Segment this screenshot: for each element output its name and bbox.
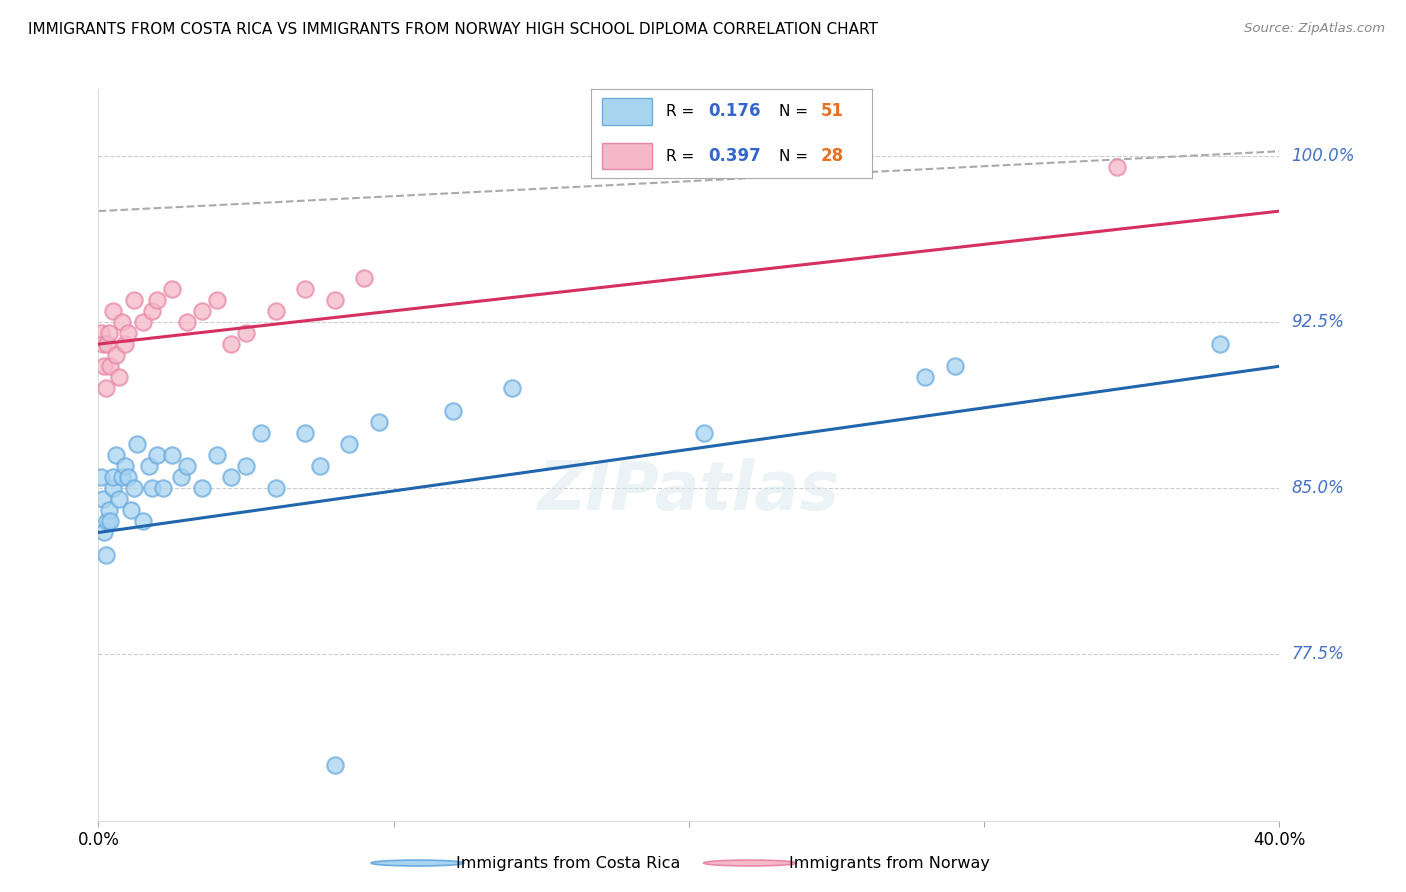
Point [96,337,118,351]
Point [132,515,155,529]
Circle shape [704,860,797,866]
Point [93,359,115,374]
Point [943,359,966,374]
Point [146,448,169,462]
Point [91,492,114,507]
Point [162,282,183,296]
Point [353,270,375,285]
Text: Source: ZipAtlas.com: Source: ZipAtlas.com [1244,22,1385,36]
Point [235,458,257,473]
Point [219,470,243,484]
Point [90,470,112,484]
Point [219,337,243,351]
Point [125,437,148,451]
Point [141,303,163,318]
Text: R =: R = [666,104,700,119]
Point [309,458,332,473]
Point [323,293,346,307]
Point [132,315,155,329]
Point [90,326,112,340]
Point [152,481,174,495]
Point [98,515,121,529]
Point [94,548,117,562]
Point [105,448,128,462]
Point [114,337,136,351]
Text: 77.5%: 77.5% [1291,646,1344,664]
Point [1209,337,1232,351]
Bar [602,143,652,169]
Point [176,315,198,329]
Point [117,470,139,484]
Point [441,403,464,417]
Point [914,370,936,384]
Text: R =: R = [666,149,700,163]
Point [191,303,214,318]
Point [146,293,169,307]
Text: 0.176: 0.176 [709,103,761,120]
Point [91,337,114,351]
Point [105,348,128,362]
Point [103,303,125,318]
Point [205,293,228,307]
Point [108,492,131,507]
Point [120,503,142,517]
Point [122,293,145,307]
Circle shape [371,860,464,866]
Point [111,315,134,329]
Text: 85.0%: 85.0% [1291,479,1344,497]
Point [501,381,523,395]
Point [103,481,125,495]
Point [96,515,118,529]
Point [323,758,346,772]
Text: Immigrants from Costa Rica: Immigrants from Costa Rica [457,855,681,871]
Point [122,481,145,495]
Text: N =: N = [779,149,813,163]
Point [108,370,131,384]
Point [114,458,136,473]
Point [111,470,134,484]
Text: 92.5%: 92.5% [1291,313,1344,331]
Point [93,525,115,540]
Point [117,326,139,340]
Point [191,481,214,495]
Bar [602,98,652,125]
Point [162,448,183,462]
Point [693,425,716,440]
Point [337,437,360,451]
Point [250,425,273,440]
Text: N =: N = [779,104,813,119]
Text: 100.0%: 100.0% [1291,146,1355,165]
Point [103,470,125,484]
Text: IMMIGRANTS FROM COSTA RICA VS IMMIGRANTS FROM NORWAY HIGH SCHOOL DIPLOMA CORRELA: IMMIGRANTS FROM COSTA RICA VS IMMIGRANTS… [28,22,877,37]
Point [205,448,228,462]
Point [138,458,160,473]
Point [94,381,117,395]
Point [264,303,287,318]
Point [294,282,316,296]
Point [1105,160,1128,174]
Point [97,503,120,517]
Point [141,481,163,495]
Point [368,415,391,429]
Point [176,458,198,473]
Point [97,326,120,340]
Point [264,481,287,495]
Text: 0.397: 0.397 [709,147,762,165]
Text: 51: 51 [821,103,844,120]
Text: Immigrants from Norway: Immigrants from Norway [789,855,990,871]
Point [235,326,257,340]
Point [294,425,316,440]
Text: ZIPatlas: ZIPatlas [538,458,839,524]
Text: 28: 28 [821,147,844,165]
Point [170,470,193,484]
Point [98,359,121,374]
